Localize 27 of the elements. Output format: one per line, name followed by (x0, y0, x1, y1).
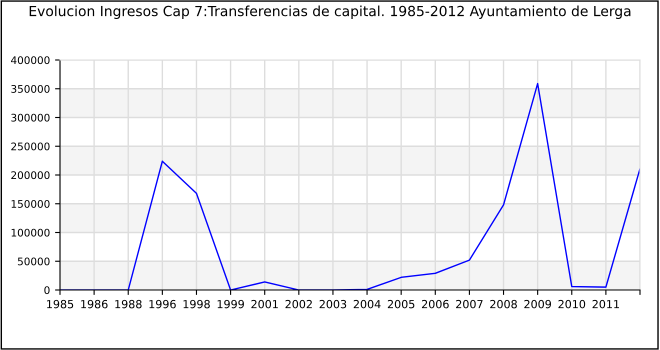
x-tick-label: 1996 (149, 300, 176, 308)
x-tick-label: 2002 (286, 300, 312, 308)
x-tick-label: 2008 (490, 300, 517, 308)
chart-title: Evolucion Ingresos Cap 7:Transferencias de capital. 1985-2012 Ayuntamiento de Lerga (30, 6, 630, 19)
x-tick-label: 1985 (47, 300, 74, 308)
x-tick-label: 2005 (388, 300, 414, 308)
x-tick-label: 2010 (558, 300, 586, 308)
y-tick-label: 300000 (11, 114, 50, 122)
y-tick-label: 350000 (11, 84, 50, 93)
x-tick-label: 2009 (524, 300, 552, 308)
x-tick-label: 1999 (218, 300, 244, 308)
y-tick-label: 250000 (11, 142, 50, 150)
y-tick-label: 200000 (11, 171, 50, 180)
y-tick-label: 150000 (12, 200, 50, 208)
x-tick-label: 2001 (251, 300, 278, 308)
x-tick-label: 2007 (456, 300, 483, 308)
x-tick-label: 2006 (422, 300, 449, 308)
x-tick-label: 1986 (81, 300, 108, 308)
x-tick-label: 1998 (184, 300, 210, 308)
y-tick-label: 100000 (12, 228, 50, 237)
y-tick-label: 0 (44, 286, 50, 294)
x-tick-label: 1988 (115, 300, 142, 308)
x-tick-label: 2004 (354, 300, 381, 308)
x-tick-label: 2011 (592, 300, 619, 308)
y-tick-label: 50000 (18, 257, 50, 266)
x-tick-label: 2003 (320, 300, 346, 308)
y-tick-label: 400000 (11, 56, 50, 64)
